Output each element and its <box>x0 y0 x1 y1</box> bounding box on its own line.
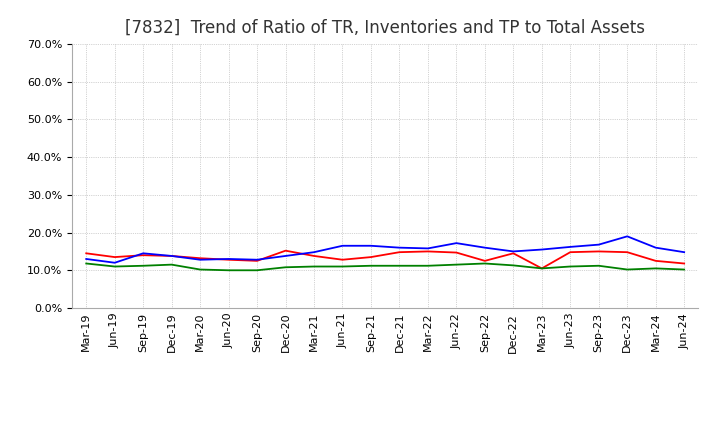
Trade Payables <box>253 268 261 273</box>
Trade Payables <box>167 262 176 267</box>
Inventories <box>310 249 318 255</box>
Inventories <box>595 242 603 247</box>
Inventories <box>167 253 176 259</box>
Trade Receivables <box>225 257 233 262</box>
Trade Payables <box>395 263 404 268</box>
Trade Receivables <box>423 249 432 254</box>
Trade Payables <box>423 263 432 268</box>
Trade Payables <box>139 263 148 268</box>
Trade Payables <box>595 263 603 268</box>
Inventories <box>509 249 518 254</box>
Inventories <box>652 245 660 250</box>
Trade Payables <box>452 262 461 267</box>
Trade Receivables <box>680 261 688 266</box>
Trade Receivables <box>196 256 204 261</box>
Inventories <box>395 245 404 250</box>
Trade Payables <box>282 264 290 270</box>
Trade Payables <box>566 264 575 269</box>
Trade Receivables <box>509 251 518 256</box>
Trade Payables <box>366 263 375 268</box>
Inventories <box>423 246 432 251</box>
Inventories <box>139 251 148 256</box>
Trade Payables <box>225 268 233 273</box>
Trade Payables <box>110 264 119 269</box>
Trade Payables <box>480 261 489 266</box>
Trade Payables <box>537 266 546 271</box>
Trade Receivables <box>452 250 461 255</box>
Trade Receivables <box>310 253 318 259</box>
Inventories <box>253 257 261 262</box>
Trade Payables <box>680 267 688 272</box>
Trade Payables <box>310 264 318 269</box>
Inventories <box>110 260 119 265</box>
Inventories <box>338 243 347 249</box>
Trade Receivables <box>652 258 660 264</box>
Inventories <box>225 257 233 262</box>
Inventories <box>452 241 461 246</box>
Inventories <box>623 234 631 239</box>
Inventories <box>366 243 375 249</box>
Trade Receivables <box>623 249 631 255</box>
Inventories <box>680 249 688 255</box>
Inventories <box>566 244 575 249</box>
Trade Receivables <box>338 257 347 262</box>
Trade Receivables <box>253 258 261 264</box>
Line: Trade Receivables: Trade Receivables <box>86 251 684 268</box>
Trade Receivables <box>82 251 91 256</box>
Trade Receivables <box>139 253 148 258</box>
Inventories <box>196 257 204 262</box>
Trade Payables <box>623 267 631 272</box>
Line: Trade Payables: Trade Payables <box>86 264 684 270</box>
Trade Payables <box>509 263 518 268</box>
Trade Receivables <box>110 254 119 260</box>
Trade Payables <box>338 264 347 269</box>
Trade Receivables <box>167 253 176 259</box>
Trade Receivables <box>566 249 575 255</box>
Line: Inventories: Inventories <box>86 236 684 263</box>
Trade Receivables <box>395 249 404 255</box>
Trade Receivables <box>595 249 603 254</box>
Trade Receivables <box>282 248 290 253</box>
Trade Receivables <box>366 254 375 260</box>
Inventories <box>480 245 489 250</box>
Inventories <box>82 257 91 262</box>
Inventories <box>282 253 290 259</box>
Trade Receivables <box>480 258 489 264</box>
Inventories <box>537 247 546 252</box>
Trade Receivables <box>537 266 546 271</box>
Title: [7832]  Trend of Ratio of TR, Inventories and TP to Total Assets: [7832] Trend of Ratio of TR, Inventories… <box>125 19 645 37</box>
Trade Payables <box>652 266 660 271</box>
Trade Payables <box>196 267 204 272</box>
Trade Payables <box>82 261 91 266</box>
